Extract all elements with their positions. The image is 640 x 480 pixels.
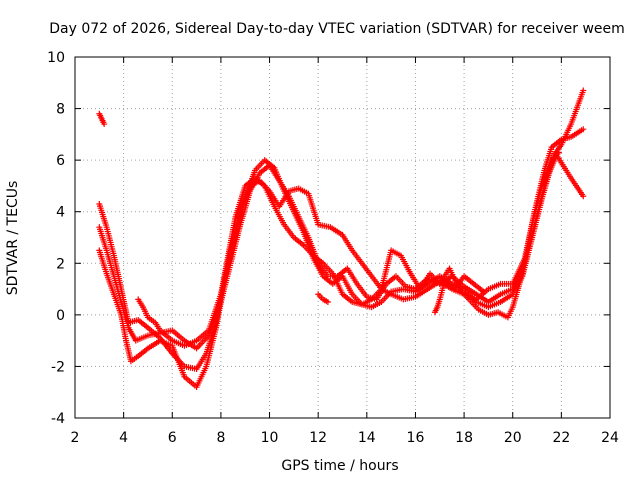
x-tick-label: 18 bbox=[455, 430, 473, 446]
data-point bbox=[580, 87, 587, 94]
x-tick-label: 8 bbox=[216, 430, 225, 446]
x-tick-label: 16 bbox=[407, 430, 425, 446]
x-tick-label: 22 bbox=[552, 430, 570, 446]
data-point bbox=[324, 298, 331, 305]
y-tick-label: 2 bbox=[56, 256, 65, 272]
y-tick-label: -2 bbox=[51, 359, 65, 375]
y-tick-label: 8 bbox=[56, 102, 65, 118]
data-point bbox=[480, 288, 487, 295]
y-axis-label: SDTVAR / TECUs bbox=[5, 181, 21, 296]
x-tick-label: 10 bbox=[261, 430, 279, 446]
y-tick-label: 10 bbox=[47, 50, 65, 66]
data-point bbox=[555, 149, 562, 156]
x-tick-label: 6 bbox=[168, 430, 177, 446]
series-trace-5 bbox=[96, 110, 487, 316]
y-tick-label: -4 bbox=[51, 411, 65, 427]
x-tick-label: 4 bbox=[119, 430, 128, 446]
chart-title: Day 072 of 2026, Sidereal Day-to-day VTE… bbox=[49, 21, 625, 37]
data-points bbox=[96, 87, 587, 391]
x-tick-label: 12 bbox=[309, 430, 327, 446]
grid bbox=[75, 57, 610, 418]
series-trace-4 bbox=[135, 149, 562, 349]
x-tick-label: 14 bbox=[358, 430, 376, 446]
plot-frame bbox=[74, 56, 611, 419]
x-tick-label: 20 bbox=[504, 430, 522, 446]
data-point bbox=[580, 126, 587, 133]
data-point bbox=[101, 121, 108, 128]
y-tick-label: 4 bbox=[56, 205, 65, 221]
x-tick-label: 2 bbox=[71, 430, 80, 446]
x-tick-label: 24 bbox=[601, 430, 619, 446]
data-point bbox=[580, 193, 587, 200]
y-tick-label: 6 bbox=[56, 153, 65, 169]
x-axis-label: GPS time / hours bbox=[281, 458, 398, 474]
y-tick-label: 0 bbox=[56, 308, 65, 324]
